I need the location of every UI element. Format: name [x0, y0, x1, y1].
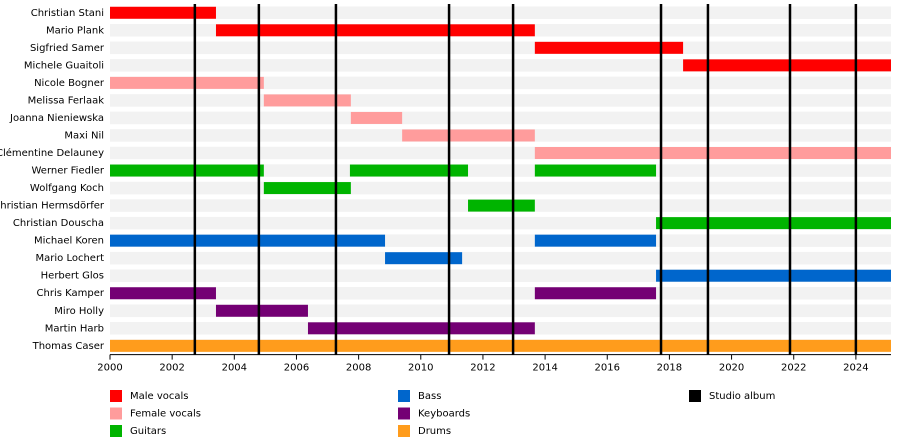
bar	[350, 111, 403, 124]
member-label: Clémentine Delauney	[0, 147, 104, 159]
member-label: Christian Douscha	[13, 218, 104, 229]
member-label: Michele Guaitoli	[24, 60, 104, 71]
member-label: Werner Fiedler	[31, 166, 104, 177]
member-label: Melissa Ferlaak	[28, 95, 105, 106]
legend-label: Female vocals	[130, 409, 201, 420]
member-label: Chris Kamper	[37, 288, 105, 299]
bar	[683, 59, 891, 72]
row-stripe	[110, 181, 891, 195]
row-stripe	[110, 6, 891, 20]
bar	[656, 217, 891, 230]
x-tick-label: 2000	[97, 363, 122, 374]
x-tick-label: 2006	[284, 363, 309, 374]
bar	[110, 6, 216, 19]
bar	[263, 94, 351, 107]
legend-label: Studio album	[709, 391, 775, 402]
x-tick-label: 2024	[843, 363, 868, 374]
bar	[468, 199, 535, 212]
member-label: Nicole Bogner	[34, 78, 105, 89]
x-tick-label: 2016	[595, 363, 620, 374]
bar	[110, 339, 891, 352]
bar	[215, 24, 535, 37]
legend-swatch	[398, 390, 410, 402]
x-tick-label: 2002	[159, 363, 184, 374]
bar	[307, 322, 535, 335]
bar	[534, 147, 891, 160]
legend-label: Male vocals	[130, 391, 189, 402]
member-label: Michael Koren	[34, 236, 104, 247]
bar	[215, 304, 308, 317]
bar	[110, 287, 216, 300]
bar	[656, 269, 891, 282]
member-label: Mario Lochert	[36, 253, 105, 264]
row-stripe	[110, 76, 891, 90]
bar	[349, 164, 469, 177]
x-tick-label: 2012	[470, 363, 495, 374]
x-tick-label: 2014	[532, 363, 557, 374]
x-tick-label: 2022	[781, 363, 806, 374]
row-stripe	[110, 251, 891, 265]
bar	[402, 129, 535, 142]
bar	[110, 234, 386, 247]
legend-label: Guitars	[130, 426, 166, 437]
row-stripe	[110, 286, 891, 300]
member-label: Christian Hermsdörfer	[0, 201, 105, 212]
x-tick-label: 2018	[657, 363, 682, 374]
member-label: Joanna Nieniewska	[9, 113, 104, 124]
x-tick-label: 2004	[222, 363, 247, 374]
legend-swatch	[689, 390, 701, 402]
row-stripe	[110, 111, 891, 125]
row-stripe	[110, 94, 891, 107]
legend-swatch	[398, 425, 410, 437]
legend-swatch	[398, 407, 410, 420]
bar	[110, 164, 264, 177]
member-label: Christian Stani	[31, 8, 104, 19]
member-label: Mario Plank	[46, 25, 104, 36]
row-stripe	[110, 164, 891, 177]
bar	[534, 287, 657, 300]
bar	[263, 182, 351, 195]
member-label: Martin Harb	[45, 323, 104, 334]
member-label: Wolfgang Koch	[30, 183, 104, 194]
bar	[534, 234, 657, 247]
member-label: Herbert Glos	[41, 271, 104, 282]
bar	[110, 76, 264, 89]
legend-label: Keyboards	[418, 409, 470, 420]
x-tick-label: 2008	[346, 363, 371, 374]
member-label: Maxi Nil	[64, 130, 104, 141]
x-tick-label: 2020	[719, 363, 744, 374]
member-label: Sigfried Samer	[30, 43, 105, 54]
row-stripe	[110, 41, 891, 55]
member-label: Miro Holly	[54, 306, 104, 317]
legend-swatch	[110, 425, 122, 437]
legend-label: Bass	[418, 391, 441, 402]
legend-swatch	[110, 407, 122, 420]
bar	[385, 252, 463, 265]
bar	[534, 41, 684, 54]
bar	[534, 164, 657, 177]
x-tick-label: 2010	[408, 363, 433, 374]
legend-label: Drums	[418, 426, 451, 437]
member-label: Thomas Caser	[32, 341, 105, 352]
legend-swatch	[110, 390, 122, 402]
